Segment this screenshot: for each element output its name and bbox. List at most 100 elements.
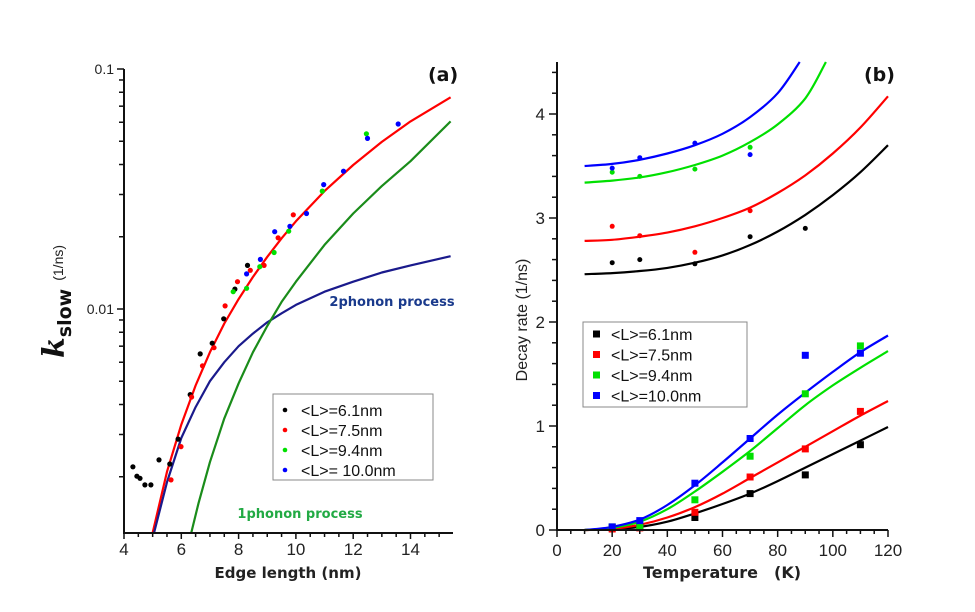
x-tick-label: 120 <box>874 541 902 560</box>
fit-curve-upper-l-7-5nm <box>584 95 889 242</box>
legend-label: <L>=9.4nm <box>611 368 692 385</box>
panel-b-fit-curves <box>584 61 889 532</box>
data-point-upper-l-6-1nm <box>802 225 808 231</box>
data-point-upper-l-6-1nm <box>747 234 753 240</box>
x-tick-label: 8 <box>234 540 243 559</box>
data-point-lower-l-9-4nm <box>801 390 809 398</box>
panel-a-legend: <L>=6.1nm <L>=7.5nm <L>=9.4nm <L>= 10.0nm <box>272 393 434 481</box>
data-point-lower-l-10-0nm <box>608 523 616 531</box>
data-point-upper-l-9-4nm <box>609 169 615 175</box>
annotation-2phonon: 2phonon process <box>329 295 454 310</box>
legend-box <box>272 393 434 481</box>
data-point-upper-l-7-5nm <box>609 223 615 229</box>
y-title-subscript: slow <box>54 289 76 337</box>
legend-marker-l-6-1nm <box>282 407 288 413</box>
data-point-l-9-4nm <box>257 264 263 270</box>
data-point-l-6-1nm <box>175 436 181 442</box>
data-point-l-6-1nm <box>142 482 148 488</box>
legend-marker-l-6-1nm <box>593 330 600 338</box>
legend-marker-l-10-0nm <box>593 392 600 399</box>
panel-a: 4 6 8 10 12 14 0.01 0.1 (a) kslow (1/ns) Edge le… <box>37 61 458 582</box>
data-point-l-10-0nm <box>287 223 293 229</box>
data-point-upper-l-10-0nm <box>747 152 753 158</box>
y-tick-label: 1 <box>536 417 545 436</box>
data-point-l-10-0nm <box>257 256 263 262</box>
y-title-symbol: k <box>37 337 72 358</box>
data-point-l-7-5nm <box>211 345 217 351</box>
data-point-upper-l-7-5nm <box>747 208 753 214</box>
data-point-upper-l-9-4nm <box>692 166 698 172</box>
x-tick-label: 12 <box>344 540 363 559</box>
data-point-l-6-1nm <box>167 461 173 467</box>
y-tick-label: 2 <box>536 313 545 332</box>
data-point-l-10-0nm <box>340 168 347 174</box>
y-tick-label: 0.1 <box>95 61 115 77</box>
panel-b-data-points <box>608 140 864 533</box>
legend-box <box>582 321 748 408</box>
legend-label: <L>= 10.0nm <box>301 463 396 480</box>
panel-b: 0 20 40 60 80 100 120 0 1 2 3 4 (b) Decay rate (1/n… <box>514 61 902 582</box>
y-title-group: kslow (1/ns) <box>37 245 76 358</box>
x-tick-label: 80 <box>768 541 787 560</box>
data-point-l-7-5nm <box>247 267 253 273</box>
panel-a-axes: 4 6 8 10 12 14 0.01 0.1 <box>87 61 453 559</box>
fit-curve-2phonon-process <box>153 255 451 533</box>
y-tick-label: 4 <box>536 105 545 124</box>
x-tick-label: 100 <box>819 541 847 560</box>
data-point-upper-l-6-1nm <box>637 257 643 263</box>
y-title-unit: (1/ns) <box>50 245 66 281</box>
data-point-upper-l-7-5nm <box>692 249 698 255</box>
fit-curve-upper-l-6-1nm <box>584 144 889 276</box>
x-tick-label: 4 <box>119 540 128 559</box>
panel-b-label: (b) <box>864 64 895 86</box>
legend-marker-l-7-5nm <box>593 351 600 358</box>
y-tick-label: 0 <box>536 521 545 540</box>
data-point-l-9-4nm <box>244 285 250 291</box>
data-point-upper-l-6-1nm <box>609 260 615 266</box>
data-point-l-9-4nm <box>363 131 369 137</box>
data-point-l-7-5nm <box>178 444 184 450</box>
data-point-lower-l-6-1nm <box>746 490 754 498</box>
x-tick-label: 10 <box>286 540 305 559</box>
data-point-upper-l-9-4nm <box>747 144 753 150</box>
y-tick-label: 0.01 <box>87 301 114 317</box>
panel-b-axes: 0 20 40 60 80 100 120 0 1 2 3 4 <box>536 62 902 560</box>
data-point-l-6-1nm <box>137 475 143 481</box>
data-point-lower-l-6-1nm <box>801 471 809 479</box>
data-point-l-9-4nm <box>319 188 325 194</box>
fit-curve-lower-l-7-5nm <box>584 400 889 532</box>
x-tick-label: 6 <box>177 540 186 559</box>
data-point-l-6-1nm <box>244 262 251 268</box>
data-point-l-7-5nm <box>234 279 241 285</box>
data-point-l-7-5nm <box>275 235 281 241</box>
data-point-l-6-1nm <box>156 457 162 463</box>
data-point-l-9-4nm <box>230 289 236 295</box>
legend-label: <L>=9.4nm <box>301 443 382 460</box>
data-point-lower-l-10-0nm <box>636 517 644 525</box>
x-tick-label: 14 <box>401 540 420 559</box>
data-point-lower-l-7-5nm <box>801 445 809 453</box>
data-point-l-6-1nm <box>197 351 203 357</box>
data-point-l-7-5nm <box>189 394 195 400</box>
data-point-l-6-1nm <box>209 340 215 346</box>
panel-a-data-points <box>130 121 401 488</box>
data-point-upper-l-10-0nm <box>692 140 698 146</box>
fit-curve-upper-l-9-4nm <box>584 61 827 184</box>
data-point-lower-l-9-4nm <box>691 496 699 504</box>
data-point-lower-l-10-0nm <box>746 435 754 442</box>
data-point-lower-l-10-0nm <box>691 479 699 487</box>
data-point-upper-l-10-0nm <box>637 155 643 161</box>
legend-label: <L>=10.0nm <box>611 389 701 406</box>
data-point-l-10-0nm <box>321 182 327 188</box>
data-point-l-7-5nm <box>222 303 228 309</box>
data-point-l-9-4nm <box>286 228 292 234</box>
panel-b-legend: <L>=6.1nm <L>=7.5nm <L>=9.4nm <L>=10.0nm <box>582 321 748 408</box>
data-point-l-6-1nm <box>148 482 154 488</box>
legend-marker-l-10-0nm <box>282 467 288 473</box>
panel-a-y-title: kslow (1/ns) <box>37 245 76 358</box>
legend-label: <L>=6.1nm <box>301 403 382 420</box>
data-point-l-9-4nm <box>271 249 277 256</box>
legend-label: <L>=6.1nm <box>611 327 692 344</box>
data-point-l-10-0nm <box>303 210 310 217</box>
